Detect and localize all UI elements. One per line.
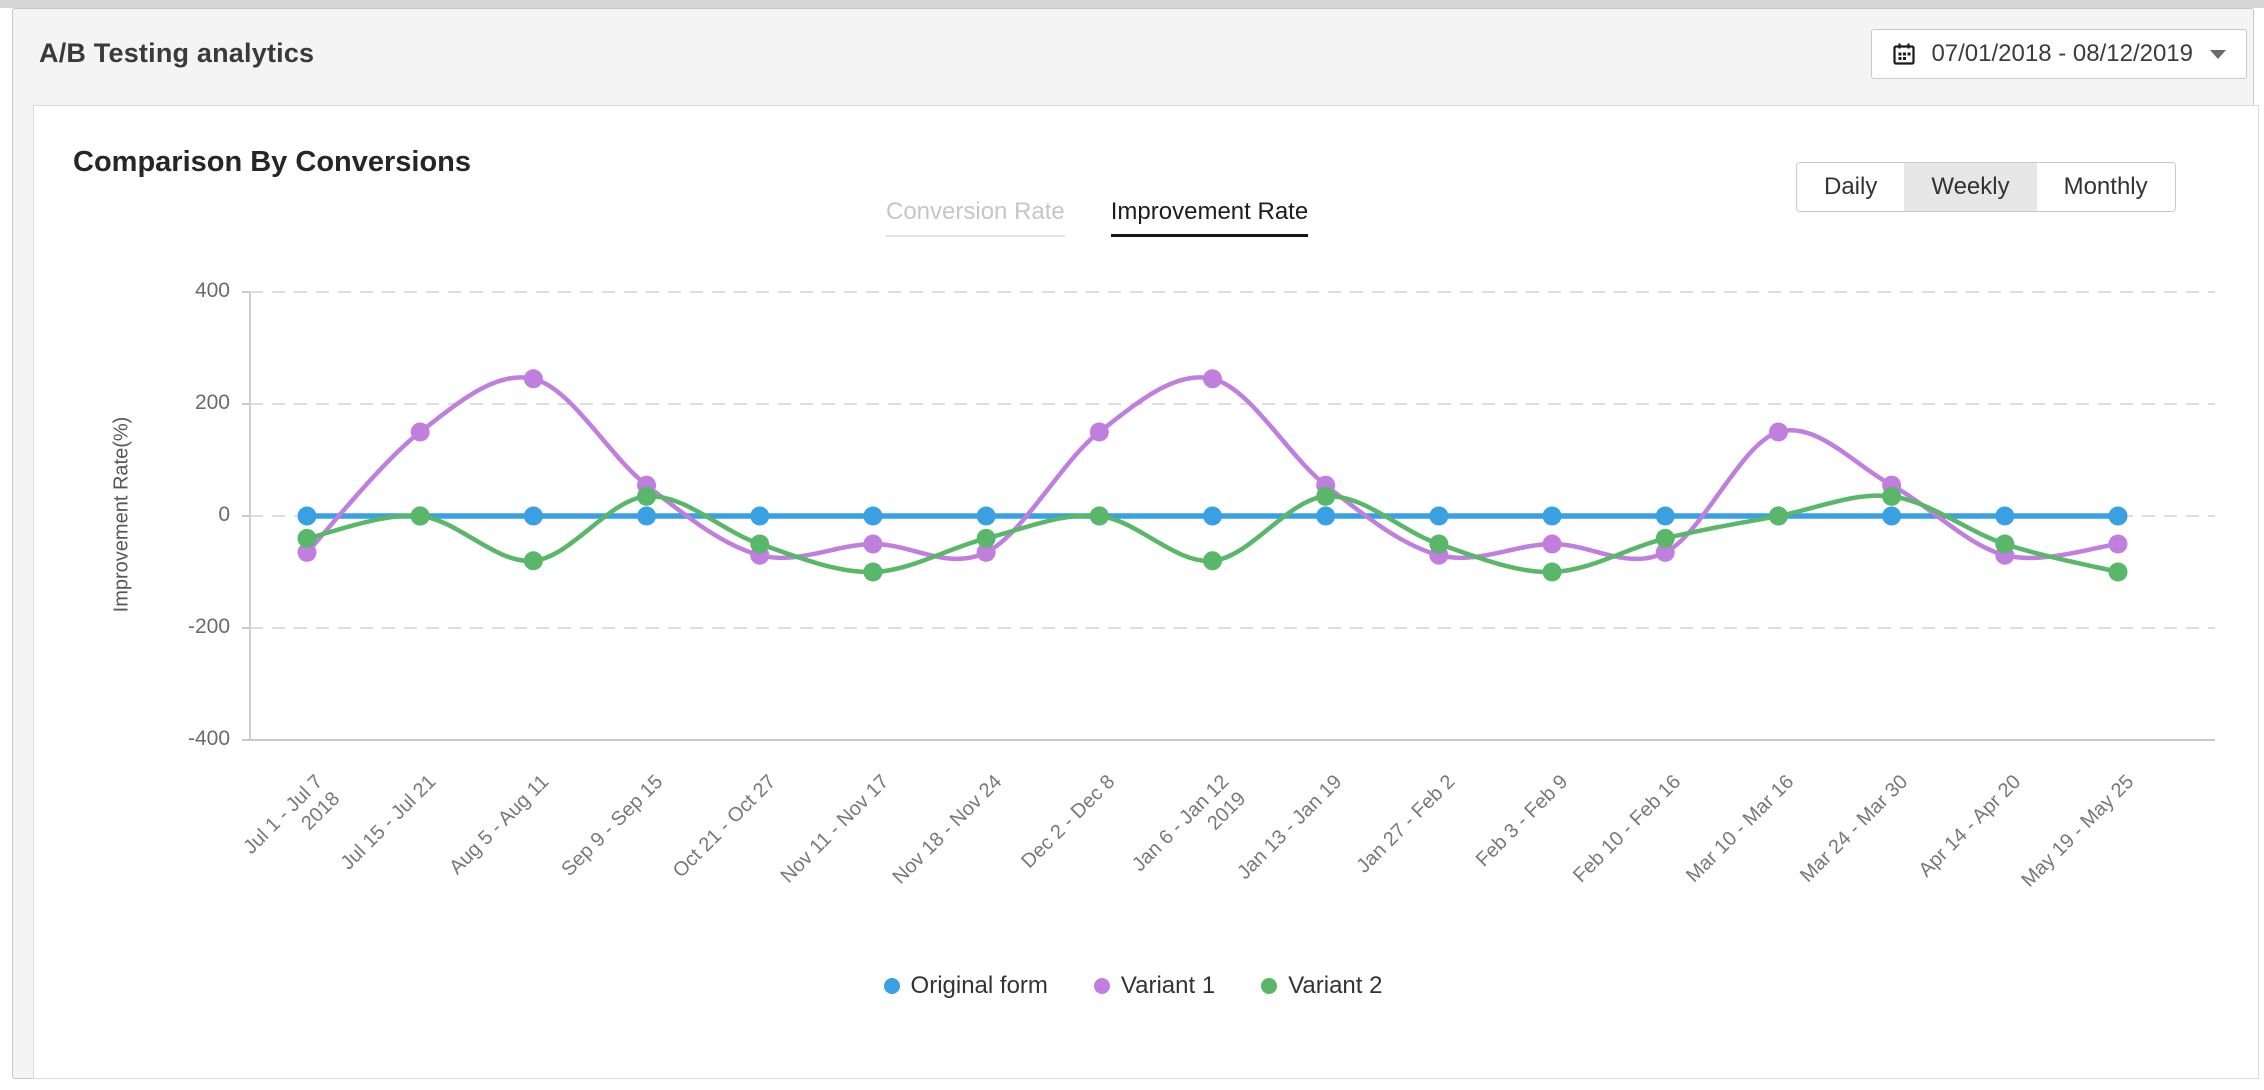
data-point-variant-2[interactable] — [410, 506, 430, 526]
legend-item-original-form[interactable]: Original form — [883, 972, 1048, 1000]
data-point-variant-2[interactable] — [1316, 486, 1336, 506]
data-point-original-form[interactable] — [297, 506, 317, 526]
data-point-variant-1[interactable] — [1089, 422, 1109, 442]
data-point-variant-2[interactable] — [1768, 506, 1788, 526]
tab-improvement-rate[interactable]: Improvement Rate — [1110, 198, 1309, 237]
data-point-original-form[interactable] — [1542, 506, 1562, 526]
data-point-original-form[interactable] — [1995, 506, 2015, 526]
granularity-monthly[interactable]: Monthly — [2036, 163, 2175, 211]
data-point-original-form[interactable] — [1203, 506, 1222, 526]
data-point-variant-2[interactable] — [1429, 534, 1449, 554]
data-point-variant-2[interactable] — [976, 528, 996, 548]
legend-dot-variant-1 — [1093, 978, 1110, 994]
y-axis-tick-label: -400 — [187, 727, 230, 750]
metric-tabs: Conversion Rate Improvement Rate — [886, 198, 1309, 237]
data-point-variant-1[interactable] — [523, 369, 543, 389]
data-point-variant-1[interactable] — [1203, 369, 1222, 389]
y-axis-tick-label: 200 — [194, 391, 230, 414]
data-point-original-form[interactable] — [1655, 506, 1675, 526]
data-point-variant-2[interactable] — [1203, 551, 1222, 571]
data-point-original-form[interactable] — [2108, 506, 2128, 526]
data-point-variant-2[interactable] — [750, 534, 770, 554]
data-point-original-form[interactable] — [637, 506, 657, 526]
y-axis-tick-label: 400 — [194, 279, 230, 302]
legend-item-variant-1[interactable]: Variant 1 — [1093, 972, 1216, 1000]
data-point-variant-2[interactable] — [297, 528, 317, 548]
data-point-original-form[interactable] — [1882, 506, 1902, 526]
legend-label-variant-1: Variant 1 — [1120, 972, 1216, 999]
chart-title: Comparison By Conversions — [73, 146, 472, 178]
data-point-variant-1[interactable] — [2108, 534, 2128, 554]
data-point-variant-2[interactable] — [1882, 486, 1902, 506]
data-point-original-form[interactable] — [1316, 506, 1336, 526]
data-point-variant-2[interactable] — [1995, 534, 2015, 554]
data-point-variant-2[interactable] — [863, 562, 883, 582]
granularity-weekly[interactable]: Weekly — [1904, 163, 2037, 211]
date-range-picker[interactable]: 07/01/2018 - 08/12/2019 — [1871, 29, 2247, 79]
legend-dot-original-form — [883, 978, 900, 994]
legend-dot-variant-2 — [1261, 978, 1278, 994]
data-point-original-form[interactable] — [1429, 506, 1449, 526]
y-axis-tick-label: 0 — [218, 503, 230, 526]
legend-label-variant-2: Variant 2 — [1288, 972, 1383, 999]
tab-conversion-rate[interactable]: Conversion Rate — [886, 198, 1065, 237]
data-point-variant-2[interactable] — [1655, 528, 1675, 548]
data-point-variant-1[interactable] — [410, 422, 430, 442]
legend-label-original-form: Original form — [910, 972, 1048, 999]
card-header: A/B Testing analytics 07/01/2018 - 08/12… — [13, 9, 2253, 97]
date-range-value: 07/01/2018 - 08/12/2019 — [1931, 40, 2193, 67]
data-point-variant-2[interactable] — [1542, 562, 1562, 582]
data-point-variant-2[interactable] — [637, 486, 657, 506]
data-point-variant-2[interactable] — [523, 551, 543, 571]
data-point-variant-2[interactable] — [1089, 506, 1109, 526]
page-title: A/B Testing analytics — [39, 37, 315, 68]
data-point-original-form[interactable] — [863, 506, 883, 526]
calendar-icon — [1892, 42, 1916, 66]
data-point-original-form[interactable] — [750, 506, 770, 526]
chart-legend: Original form Variant 1 Variant 2 — [20, 972, 2246, 1000]
chevron-down-icon — [2210, 49, 2226, 59]
legend-item-variant-2[interactable]: Variant 2 — [1261, 972, 1382, 1000]
data-point-original-form[interactable] — [523, 506, 543, 526]
top-strip — [0, 0, 2264, 8]
chart-panel — [33, 105, 2259, 1079]
data-point-original-form[interactable] — [976, 506, 996, 526]
granularity-switcher: Daily Weekly Monthly — [1796, 162, 2176, 212]
data-point-variant-1[interactable] — [1768, 422, 1788, 442]
y-axis-tick-label: -200 — [187, 615, 230, 638]
data-point-variant-2[interactable] — [2108, 562, 2128, 582]
granularity-daily[interactable]: Daily — [1797, 163, 1905, 211]
data-point-variant-1[interactable] — [863, 534, 883, 554]
data-point-variant-1[interactable] — [1542, 534, 1562, 554]
